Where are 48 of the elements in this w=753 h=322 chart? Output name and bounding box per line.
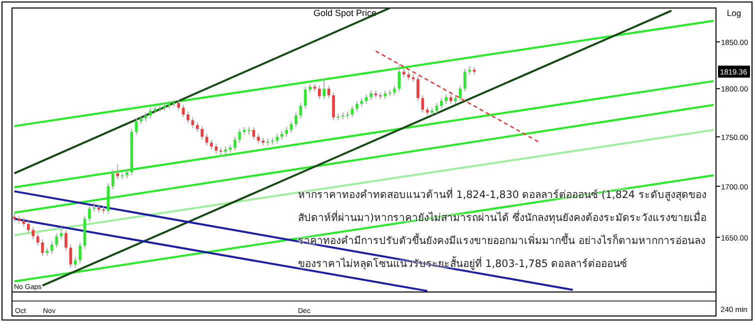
candlestick [464, 68, 466, 92]
candlestick [444, 94, 448, 104]
chart-title: Gold Spot Price [313, 8, 377, 18]
candlestick [41, 238, 44, 257]
candlestick [200, 126, 204, 140]
candlestick [177, 100, 180, 112]
candlestick [32, 226, 35, 240]
text: Log [726, 8, 742, 18]
candlestick [219, 147, 222, 157]
candlestick [304, 86, 307, 110]
candlestick [64, 230, 68, 252]
candlestick [322, 78, 326, 100]
candlestick [290, 120, 293, 134]
candlestick [364, 94, 368, 104]
candlestick [27, 220, 30, 234]
candlestick [149, 107, 152, 119]
candlestick [238, 128, 242, 144]
candlestick [252, 126, 256, 140]
candlestick [78, 242, 82, 264]
candlestick [88, 204, 91, 222]
candlestick [299, 102, 302, 119]
candlestick [60, 226, 63, 240]
candlestick [210, 139, 213, 150]
candlestick [416, 76, 420, 102]
candlestick [327, 85, 330, 99]
candlestick [186, 111, 190, 124]
candlestick [332, 92, 335, 121]
candlestick [285, 126, 288, 138]
candlestick [256, 133, 260, 144]
candlestick [55, 232, 58, 248]
candlestick [234, 136, 236, 151]
candlestick [116, 164, 120, 180]
candlestick [214, 143, 218, 154]
candlestick [248, 126, 250, 136]
candlestick [440, 98, 443, 110]
candlestick [50, 240, 54, 254]
candlestick [69, 244, 72, 268]
candlestick [370, 90, 372, 101]
candlestick [74, 256, 77, 268]
candlestick [318, 85, 321, 100]
candlestick [393, 85, 396, 96]
candlestick [196, 122, 199, 132]
candlestick [294, 112, 298, 128]
candlestick [356, 100, 358, 112]
candlestick [350, 105, 354, 118]
candlestick [134, 118, 138, 136]
candlestick [182, 104, 185, 118]
candlestick [449, 94, 452, 104]
